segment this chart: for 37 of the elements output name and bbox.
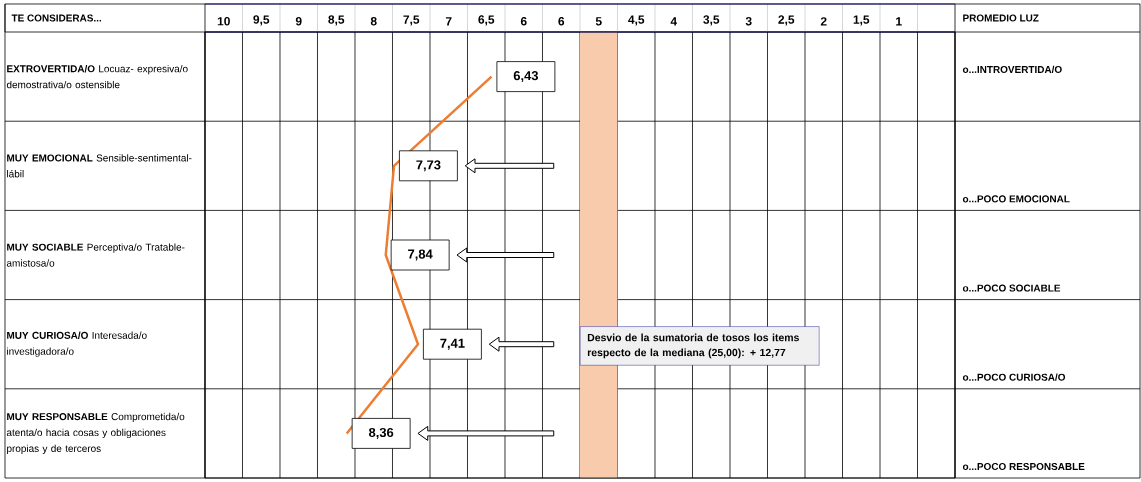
category-label: MUY EMOCIONAL Sensible-sentimental-lábil [7,154,192,178]
data-label: 6,43 [513,71,539,83]
category-label: MUY CURIOSA/O Interesada/o investigadora/o [7,331,147,357]
x-tick-label: 6 [558,17,565,26]
text: o...POCO SOCIABLE [962,284,1061,292]
annotation: Desvio de la sumatoria de tosos los items respecto de la mediana (25,00): + 12,77 [587,333,799,359]
x-tick-label: 8 [370,17,377,26]
x-tick-label: 5 [595,17,602,26]
data-label: 7,41 [440,338,465,350]
data-label: 7,73 [416,160,441,172]
x-tick-label: 6 [520,17,527,26]
data-label: 8,36 [368,427,394,439]
category-label: MUY SOCIABLE Perceptiva/o Tratable-amistosa/o [6,243,185,267]
x-tick-label: 2,5 [778,15,795,26]
x-tick-label: 6,5 [478,15,495,26]
x-tick-label: 8,5 [328,15,345,26]
text: o...POCO CURIOSA/O [962,373,1066,381]
x-tick-label: 9 [295,17,302,26]
x-tick-label: 7,5 [403,15,420,26]
x-tick-label: 1 [896,17,902,26]
x-tick-label: 1,5 [853,15,870,26]
y-tick-label: MUY RESPONSABLE Comprometida/o atenta/o hacia cosas y obligaciones propias y de terceros [6,412,185,454]
y-axis-title: TE CONSIDERAS... [11,14,102,22]
x-tick-label: 2 [820,17,827,26]
text: PROMEDIO LUZ [963,14,1039,22]
text: o...POCO EMOCIONAL [962,195,1070,203]
y-tick-label: EXTROVERTIDA/O Locuaz- expresiva/o demostrativa/o ostensible [6,64,188,89]
data-label: 7,84 [408,249,433,261]
x-tick-label: 4 [670,17,677,26]
x-tick-label: 10 [217,17,230,26]
text: o...INTROVERTIDA/O [962,65,1062,74]
x-tick-label: 3,5 [703,15,720,26]
x-tick-label: 9,5 [253,15,270,26]
x-tick-label: 3 [745,17,752,26]
text: o...POCO RESPONSABLE [962,462,1085,471]
x-tick-label: 7 [445,17,452,26]
x-tick-label: 4,5 [628,15,645,26]
